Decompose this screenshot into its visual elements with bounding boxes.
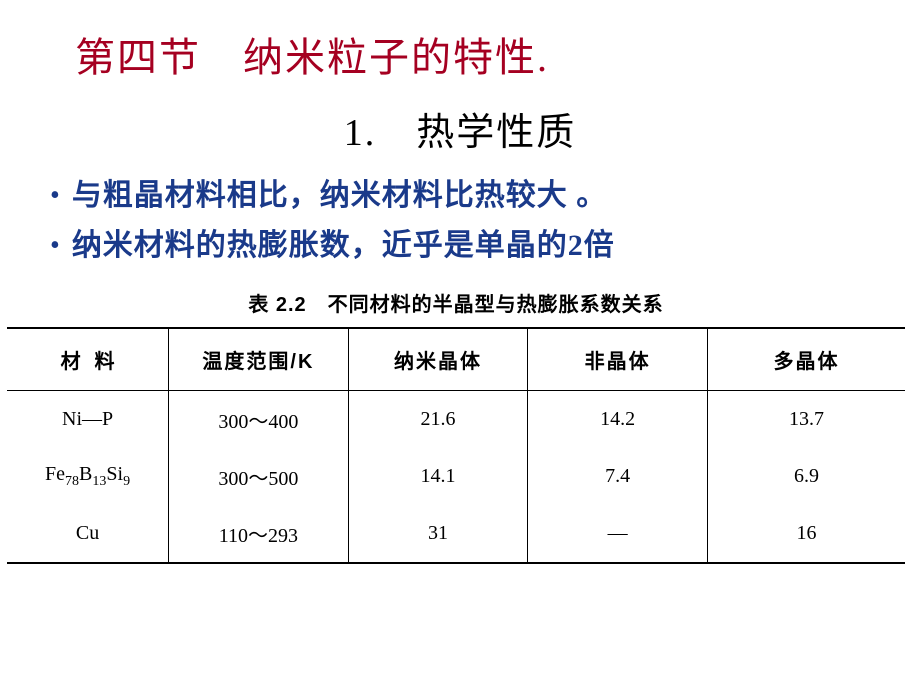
- table-body: Ni—P300～40021.614.213.7Fe78B13Si9300～500…: [7, 391, 905, 564]
- table-row: Fe78B13Si9300～50014.17.46.9: [7, 448, 905, 505]
- data-table: 材料 温度范围/K 纳米晶体 非晶体 多晶体 Ni—P300～40021.614…: [7, 327, 905, 564]
- col-header-poly: 多晶体: [707, 328, 905, 391]
- cell-poly: 6.9: [707, 448, 905, 505]
- bullet-list: • 与粗晶材料相比，纳米材料比热较大 。 • 纳米材料的热膨胀数，近乎是单晶的2…: [0, 174, 920, 268]
- cell-poly: 16: [707, 505, 905, 563]
- bullet-icon: •: [50, 224, 60, 268]
- section-heading: 第四节 纳米粒子的特性.: [0, 0, 920, 83]
- col-header-temp: 温度范围/K: [169, 328, 349, 391]
- cell-nano: 31: [348, 505, 528, 563]
- cell-poly: 13.7: [707, 391, 905, 449]
- cell-temp: 300～500: [169, 448, 349, 505]
- col-header-nano: 纳米晶体: [348, 328, 528, 391]
- cell-nano: 14.1: [348, 448, 528, 505]
- table-caption: 表 2.2 不同材料的半晶型与热膨胀系数关系: [7, 288, 905, 317]
- table-row: Cu110～29331—16: [7, 505, 905, 563]
- bullet-icon: •: [50, 174, 60, 218]
- section-subtitle: 1. 热学性质: [0, 101, 920, 156]
- cell-temp: 110～293: [169, 505, 349, 563]
- cell-amorphous: —: [528, 505, 708, 563]
- cell-temp: 300～400: [169, 391, 349, 449]
- cell-material: Fe78B13Si9: [7, 448, 169, 505]
- cell-nano: 21.6: [348, 391, 528, 449]
- list-item: • 纳米材料的热膨胀数，近乎是单晶的2倍: [50, 224, 920, 268]
- bullet-text-2: 纳米材料的热膨胀数，近乎是单晶的2倍: [72, 224, 615, 268]
- list-item: • 与粗晶材料相比，纳米材料比热较大 。: [50, 174, 920, 218]
- table-header-row: 材料 温度范围/K 纳米晶体 非晶体 多晶体: [7, 328, 905, 391]
- col-header-material: 材料: [7, 328, 169, 391]
- table-region: 表 2.2 不同材料的半晶型与热膨胀系数关系 材料 温度范围/K 纳米晶体 非晶…: [0, 288, 920, 564]
- table-row: Ni—P300～40021.614.213.7: [7, 391, 905, 449]
- col-header-amorphous: 非晶体: [528, 328, 708, 391]
- bullet-text-1: 与粗晶材料相比，纳米材料比热较大 。: [72, 174, 608, 218]
- cell-material: Cu: [7, 505, 169, 563]
- cell-amorphous: 14.2: [528, 391, 708, 449]
- cell-material: Ni—P: [7, 391, 169, 449]
- cell-amorphous: 7.4: [528, 448, 708, 505]
